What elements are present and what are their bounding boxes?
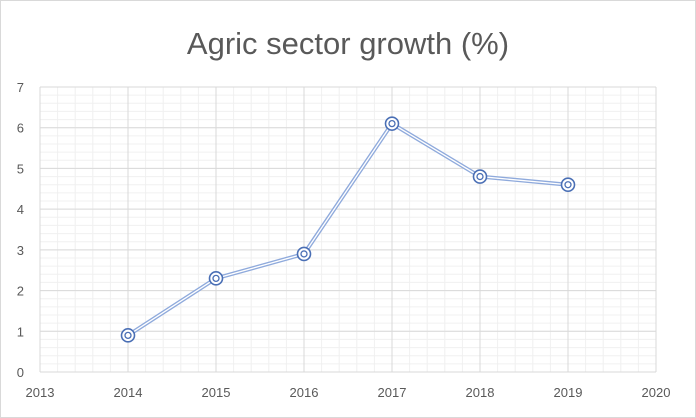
data-point-marker (384, 116, 400, 131)
data-point-marker-inner (388, 119, 396, 128)
grid (39, 86, 657, 373)
series-line-inner (127, 122, 569, 336)
x-tick-label: 2014 (114, 385, 143, 400)
data-point (296, 246, 312, 262)
data-point-marker-inner (212, 274, 220, 283)
series-line (126, 120, 569, 338)
data-point (208, 271, 224, 286)
y-tick-label: 5 (17, 161, 24, 176)
x-tick-label: 2015 (202, 385, 231, 400)
y-tick-label: 1 (17, 324, 24, 339)
y-tick-label: 0 (17, 365, 24, 380)
data-point-marker (472, 169, 488, 184)
x-tick-label: 2017 (378, 385, 407, 400)
x-tick-label: 2019 (554, 385, 583, 400)
data-point-marker-inner (476, 172, 484, 181)
y-tick-label: 7 (17, 80, 24, 95)
x-tick-label: 2020 (642, 385, 671, 400)
x-tick-label: 2013 (26, 385, 55, 400)
data-point-marker-inner (564, 181, 572, 189)
y-tick-label: 6 (17, 121, 24, 136)
x-tick-label: 2016 (290, 385, 319, 400)
y-tick-label: 3 (17, 243, 24, 258)
data-point (384, 116, 400, 131)
x-tick-label: 2018 (466, 385, 495, 400)
data-point-marker (120, 328, 136, 343)
data-point (120, 328, 136, 343)
data-point (560, 177, 576, 193)
data-point-marker-inner (124, 331, 132, 340)
data-point (472, 169, 488, 184)
series (120, 116, 576, 343)
data-point-marker-inner (300, 250, 308, 258)
data-point-marker (560, 177, 576, 193)
y-tick-label: 4 (17, 202, 24, 217)
axis-ticks: 2013 2014 2015 2016 2017 2018 2019 2020 0 1 2 3 4 5 6 7 (17, 80, 671, 400)
y-tick-label: 2 (17, 284, 24, 299)
data-point-marker (208, 271, 224, 286)
data-point-marker (296, 246, 312, 262)
chart-title: Agric sector growth (%) (187, 26, 509, 61)
